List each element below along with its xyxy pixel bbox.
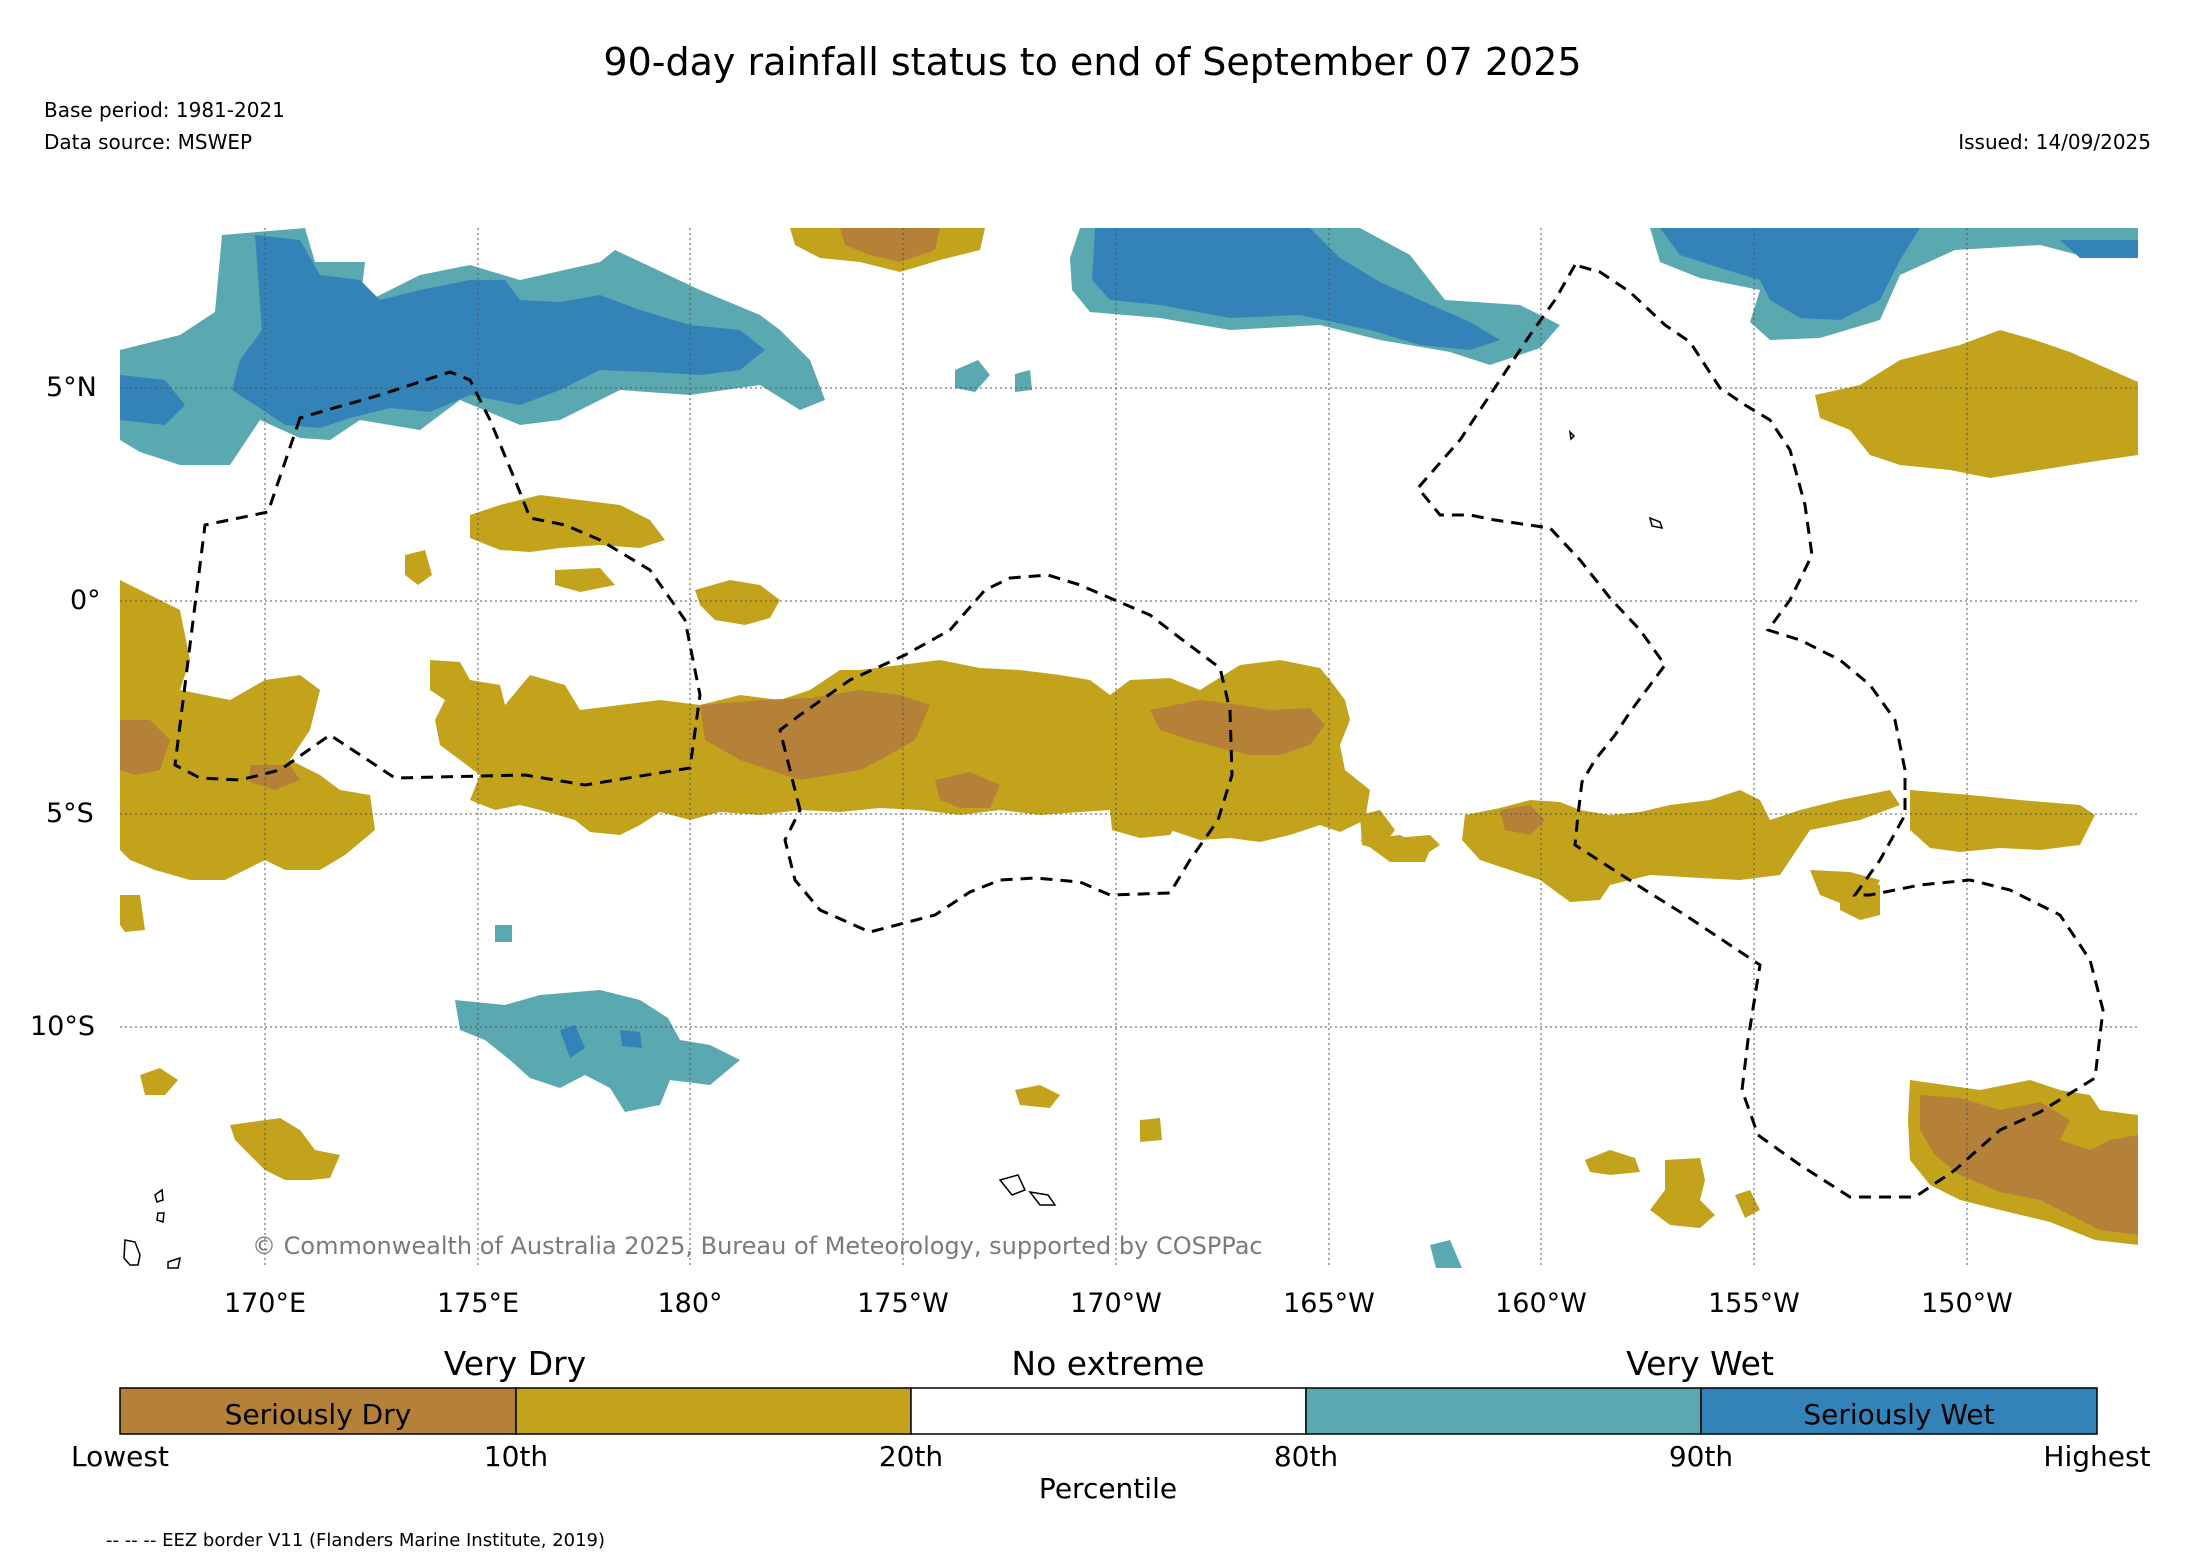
colorbar-tick-20th: 20th bbox=[878, 1440, 944, 1473]
graticule bbox=[120, 228, 2138, 1268]
colorbar-tick-lowest: Lowest bbox=[71, 1440, 169, 1473]
lat-label-5s: 5°S bbox=[46, 798, 94, 829]
data-source: Data source: MSWEP bbox=[44, 130, 253, 154]
eez-border-note: -- -- -- EEZ border V11 (Flanders Marine… bbox=[106, 1530, 606, 1551]
lat-label-5n: 5°N bbox=[46, 372, 97, 403]
colorbar-segment-very-wet bbox=[1305, 1387, 1702, 1435]
colorbar-heading-no-extreme: No extreme bbox=[1011, 1344, 1205, 1383]
lon-label-150w: 150°W bbox=[1921, 1288, 2013, 1319]
base-period: Base period: 1981-2021 bbox=[44, 98, 285, 122]
copyright-text: © Commonwealth of Australia 2025, Bureau… bbox=[252, 1232, 1263, 1260]
eez-borders bbox=[173, 263, 2105, 1199]
colorbar-tick-10th: 10th bbox=[483, 1440, 549, 1473]
lon-label-155w: 155°W bbox=[1708, 1288, 1800, 1319]
lon-label-175w: 175°W bbox=[857, 1288, 949, 1319]
colorbar-segment-very-dry bbox=[515, 1387, 912, 1435]
lon-label-170w: 170°W bbox=[1070, 1288, 1162, 1319]
lon-label-165w: 165°W bbox=[1283, 1288, 1375, 1319]
lat-label-10s: 10°S bbox=[30, 1011, 95, 1042]
colorbar-segment-seriously-wet bbox=[1700, 1387, 2098, 1435]
rainfall-regions bbox=[120, 228, 2138, 1268]
colorbar-segment-seriously-dry bbox=[119, 1387, 517, 1435]
lon-label-175e: 175°E bbox=[436, 1288, 520, 1319]
lon-label-160w: 160°W bbox=[1495, 1288, 1587, 1319]
colorbar-label-seriously-wet: Seriously Wet bbox=[1803, 1398, 1995, 1431]
colorbar-heading-very-wet: Very Wet bbox=[1626, 1344, 1774, 1383]
colorbar-heading-very-dry: Very Dry bbox=[443, 1344, 587, 1383]
island-outlines bbox=[123, 429, 1664, 1269]
lon-label-170e: 170°E bbox=[223, 1288, 307, 1319]
colorbar-tick-90th: 90th bbox=[1668, 1440, 1734, 1473]
issued-date: Issued: 14/09/2025 bbox=[1958, 130, 2151, 154]
lon-label-180: 180° bbox=[657, 1288, 723, 1319]
colorbar-tick-80th: 80th bbox=[1273, 1440, 1339, 1473]
lat-label-0: 0° bbox=[70, 585, 101, 616]
colorbar-label-seriously-dry: Seriously Dry bbox=[224, 1398, 412, 1431]
map-title: 90-day rainfall status to end of Septemb… bbox=[603, 40, 1582, 84]
colorbar-segment-no-extreme bbox=[910, 1387, 1307, 1435]
seriously-wet-regions bbox=[120, 228, 2138, 1058]
colorbar-axis-label: Percentile bbox=[1038, 1472, 1178, 1505]
seriously-dry-regions bbox=[120, 228, 2138, 1235]
colorbar-tick-highest: Highest bbox=[2043, 1440, 2151, 1473]
